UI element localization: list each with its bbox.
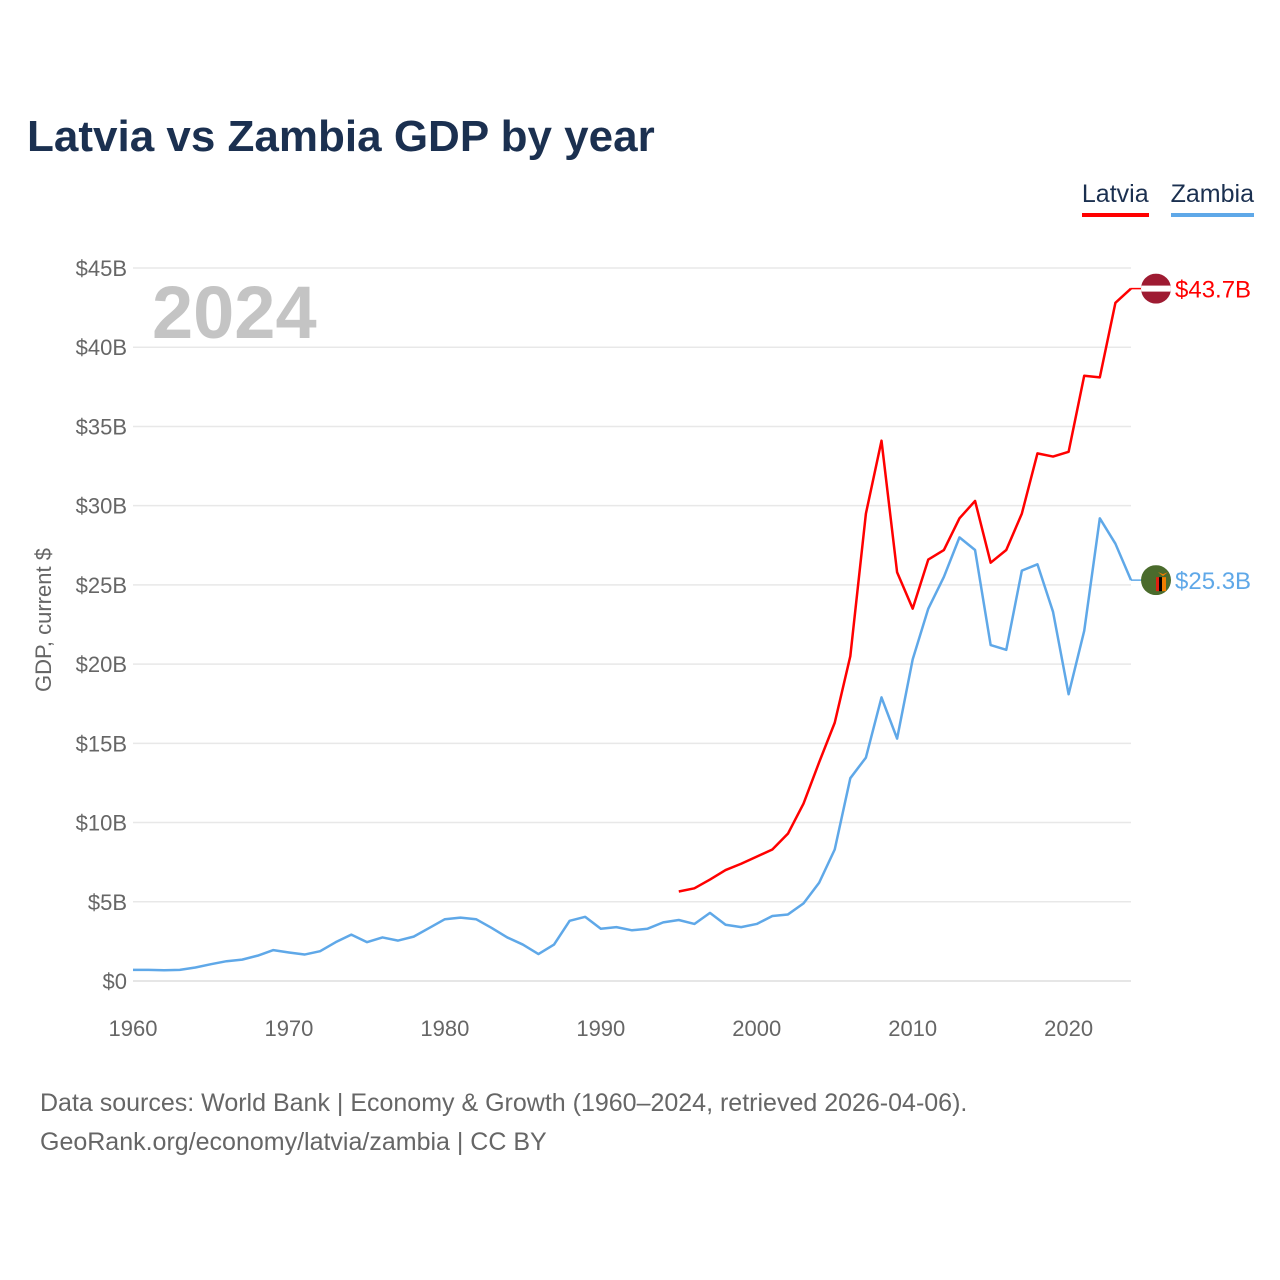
legend: Latvia Zambia [1081,180,1254,217]
y-tick-label: $25B [76,573,127,598]
end-value-label-zambia: $25.3B [1175,568,1251,595]
x-tick-label: 2000 [732,1016,781,1041]
y-tick-label: $15B [76,731,127,756]
y-tick-label: $5B [88,890,127,915]
legend-zambia[interactable]: Zambia [1170,180,1254,217]
y-tick-label: $0 [103,969,127,994]
x-tick-label: 1960 [109,1016,158,1041]
x-tick-label: 1980 [420,1016,469,1041]
data-source-text: Data sources: World Bank | Economy & Gro… [40,1089,968,1117]
x-tick-label: 1970 [264,1016,313,1041]
series-line-zambia[interactable] [133,517,1133,972]
y-tick-label: $45B [76,256,127,281]
x-tick-label: 1990 [576,1016,625,1041]
end-value-label-latvia: $43.7B [1175,277,1251,304]
x-tick-label: 2020 [1044,1016,1093,1041]
attribution-link[interactable]: GeoRank.org/economy/latvia/zambia | CC B… [40,1128,547,1156]
y-tick-label: $40B [76,335,127,360]
y-tick-label: $35B [76,414,127,439]
y-tick-label: $10B [76,811,127,836]
y-axis-label: GDP, current $ [31,548,56,692]
series-line-latvia[interactable] [678,287,1132,893]
legend-latvia[interactable]: Latvia [1081,180,1149,217]
chart-title: Latvia vs Zambia GDP by year [27,112,655,161]
footer: Data sources: World Bank | Economy & Gro… [40,1084,967,1162]
x-tick-label: 2010 [888,1016,937,1041]
latvia-flag-icon [1141,273,1171,304]
y-tick-label: $20B [76,652,127,677]
zambia-flag-icon [1141,565,1171,596]
year-watermark: 2024 [152,271,317,354]
y-tick-label: $30B [76,494,127,519]
